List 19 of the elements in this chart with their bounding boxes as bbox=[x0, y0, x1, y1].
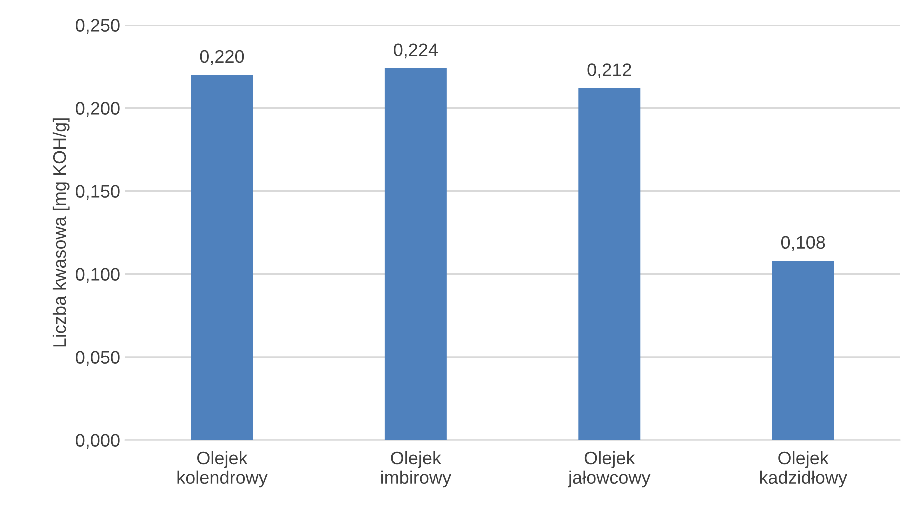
bar bbox=[384, 68, 447, 440]
y-axis-title: Liczba kwasowa [mg KOH/g] bbox=[52, 118, 70, 347]
y-tick-label: 0,100 bbox=[76, 268, 120, 284]
y-tick-label: 0,250 bbox=[76, 19, 120, 34]
data-label: 0,108 bbox=[781, 236, 826, 252]
y-tick-label: 0,000 bbox=[76, 434, 120, 450]
data-label: 0,212 bbox=[588, 64, 632, 79]
data-label: 0,220 bbox=[200, 50, 244, 66]
x-tick-label: Olejek imbirowy bbox=[382, 451, 452, 488]
data-label: 0,224 bbox=[394, 44, 438, 59]
x-tick-label: Olejek kadzidłowy bbox=[760, 451, 848, 488]
y-tick-label: 0,050 bbox=[76, 351, 120, 366]
x-tick-label: Olejek kolendrowy bbox=[178, 451, 268, 488]
y-tick-label: 0,150 bbox=[76, 185, 120, 200]
bar bbox=[578, 88, 641, 440]
y-tick-label: 0,200 bbox=[76, 102, 120, 118]
x-tick-label: Olejek jałowcowy bbox=[568, 451, 651, 488]
bar bbox=[191, 75, 254, 440]
bar bbox=[772, 260, 834, 440]
